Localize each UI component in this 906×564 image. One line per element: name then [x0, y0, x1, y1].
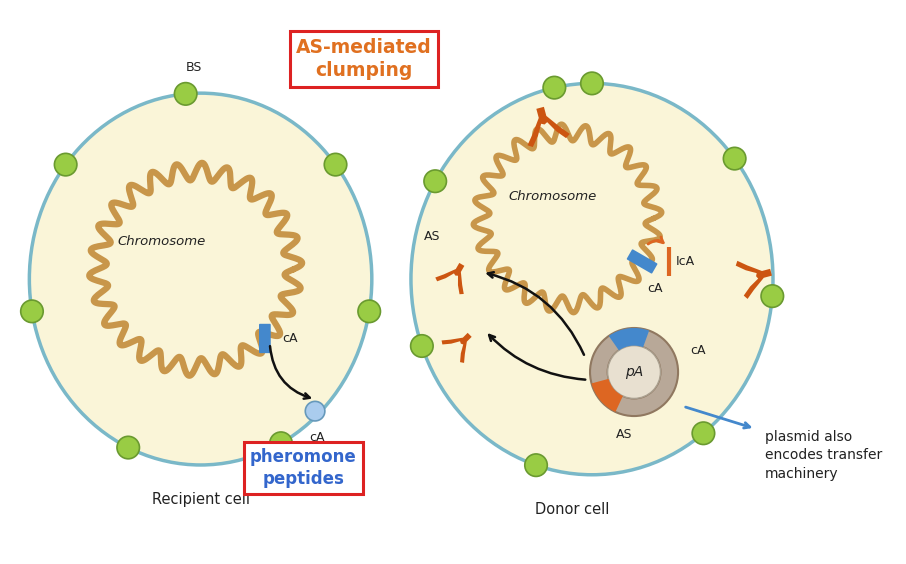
Circle shape	[175, 82, 197, 105]
Circle shape	[723, 147, 746, 170]
FancyBboxPatch shape	[627, 249, 658, 274]
Circle shape	[543, 76, 565, 99]
Circle shape	[358, 300, 381, 323]
Circle shape	[608, 346, 660, 398]
Text: Donor cell: Donor cell	[535, 502, 610, 517]
Text: pA: pA	[625, 365, 643, 379]
Polygon shape	[527, 107, 570, 147]
Text: cA: cA	[647, 283, 662, 296]
Text: BS: BS	[186, 61, 202, 74]
Text: pheromone
peptides: pheromone peptides	[250, 448, 357, 488]
Circle shape	[21, 300, 43, 323]
Text: IcA: IcA	[675, 255, 695, 268]
Polygon shape	[736, 261, 772, 299]
Text: cA: cA	[309, 431, 324, 444]
Wedge shape	[592, 379, 623, 412]
Circle shape	[424, 170, 447, 192]
Wedge shape	[609, 328, 649, 350]
Polygon shape	[441, 333, 472, 363]
FancyBboxPatch shape	[259, 324, 271, 353]
Text: AS: AS	[616, 428, 632, 441]
Circle shape	[324, 153, 347, 176]
Circle shape	[410, 335, 433, 357]
Text: plasmid also
encodes transfer
machinery: plasmid also encodes transfer machinery	[766, 430, 882, 481]
Circle shape	[117, 437, 140, 459]
Wedge shape	[590, 328, 678, 416]
Text: Recipient cell: Recipient cell	[151, 492, 249, 508]
Circle shape	[525, 454, 547, 477]
Text: cA: cA	[689, 344, 706, 357]
Ellipse shape	[411, 83, 773, 475]
Circle shape	[692, 422, 715, 444]
Circle shape	[54, 153, 77, 176]
Circle shape	[305, 402, 325, 421]
Circle shape	[761, 285, 784, 307]
Text: Chromosome: Chromosome	[508, 191, 597, 204]
Polygon shape	[435, 263, 465, 294]
Text: AS: AS	[424, 231, 440, 244]
Text: AS-mediated
clumping: AS-mediated clumping	[296, 38, 432, 80]
Circle shape	[270, 432, 293, 455]
Text: Chromosome: Chromosome	[117, 235, 206, 248]
Ellipse shape	[29, 93, 371, 465]
Circle shape	[581, 72, 603, 95]
Text: cA: cA	[283, 332, 298, 345]
